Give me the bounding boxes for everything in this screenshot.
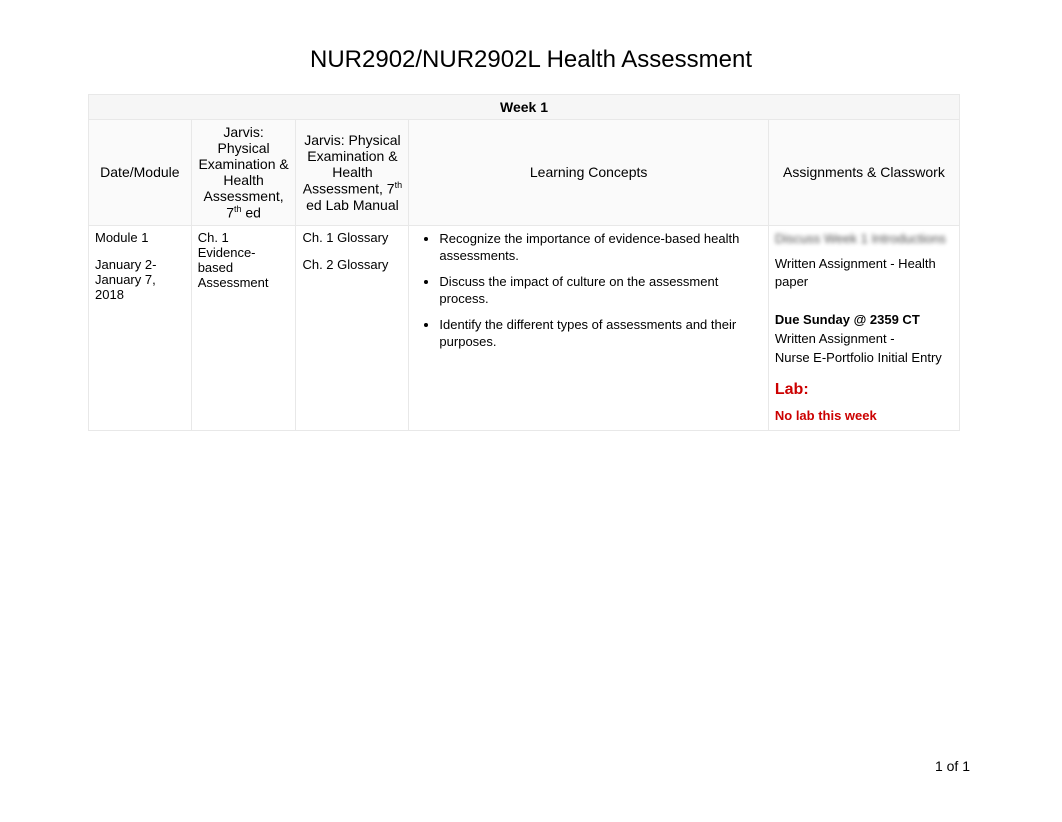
col-text2-post: ed Lab Manual — [306, 197, 399, 213]
page: NUR2902/NUR2902L Health Assessment Week … — [0, 0, 1062, 822]
cell-date: Module 1 January 2- January 7, 2018 — [89, 225, 192, 430]
col-text1-header: Jarvis: Physical Examination & Health As… — [191, 120, 296, 226]
data-row-1: Module 1 January 2- January 7, 2018 Ch. … — [89, 225, 960, 430]
cell-lab-manual: Ch. 1 Glossary Ch. 2 Glossary — [296, 225, 409, 430]
due-date: Due Sunday @ 2359 CT — [775, 312, 920, 327]
date-range: January 2- January 7, 2018 — [95, 257, 185, 302]
col-concepts-header: Learning Concepts — [409, 120, 768, 226]
lab-gloss-2: Ch. 2 Glossary — [302, 257, 402, 272]
page-title: NUR2902/NUR2902L Health Assessment — [0, 46, 1062, 74]
col-text1-post: ed — [242, 205, 261, 221]
cell-concepts: Recognize the importance of evidence-bas… — [409, 225, 768, 430]
concept-item: Discuss the impact of culture on the ass… — [439, 273, 761, 308]
week-row: Week 1 — [89, 95, 960, 120]
blurred-assignment-line: Discuss Week 1 Introductions — [775, 230, 946, 249]
concepts-list: Recognize the importance of evidence-bas… — [419, 230, 761, 351]
col-text2-header: Jarvis: Physical Examination & Health As… — [296, 120, 409, 226]
page-number: 1 of 1 — [935, 758, 970, 774]
col-text1-sup: th — [234, 204, 242, 214]
reading-text: Ch. 1 Evidence-based Assessment — [198, 230, 290, 290]
lab-gloss-1: Ch. 1 Glossary — [302, 230, 402, 245]
concept-item: Identify the different types of assessme… — [439, 316, 761, 351]
lab-text: No lab this week — [775, 407, 953, 426]
col-text2-pre: Jarvis: Physical Examination & Health As… — [303, 132, 401, 197]
cell-reading: Ch. 1 Evidence-based Assessment — [191, 225, 296, 430]
week-header: Week 1 — [89, 95, 960, 120]
lab-heading: Lab: — [775, 378, 953, 401]
schedule-table: Week 1 Date/Module Jarvis: Physical Exam… — [88, 94, 960, 431]
written-assignment-1a: Written Assignment - Health — [775, 256, 936, 271]
col-text2-sup: th — [395, 180, 403, 190]
concept-item: Recognize the importance of evidence-bas… — [439, 230, 761, 265]
column-header-row: Date/Module Jarvis: Physical Examination… — [89, 120, 960, 226]
module-label: Module 1 — [95, 230, 185, 245]
col-assign-header: Assignments & Classwork — [768, 120, 959, 226]
col-date-header: Date/Module — [89, 120, 192, 226]
written-assignment-2b: Nurse E-Portfolio Initial Entry — [775, 350, 942, 365]
written-assignment-2a: Written Assignment - — [775, 331, 895, 346]
schedule-table-wrap: Week 1 Date/Module Jarvis: Physical Exam… — [88, 94, 960, 431]
cell-assignments: Discuss Week 1 Introductions Written Ass… — [768, 225, 959, 430]
assignments-block: Discuss Week 1 Introductions Written Ass… — [775, 230, 953, 426]
written-assignment-1b: paper — [775, 274, 808, 289]
